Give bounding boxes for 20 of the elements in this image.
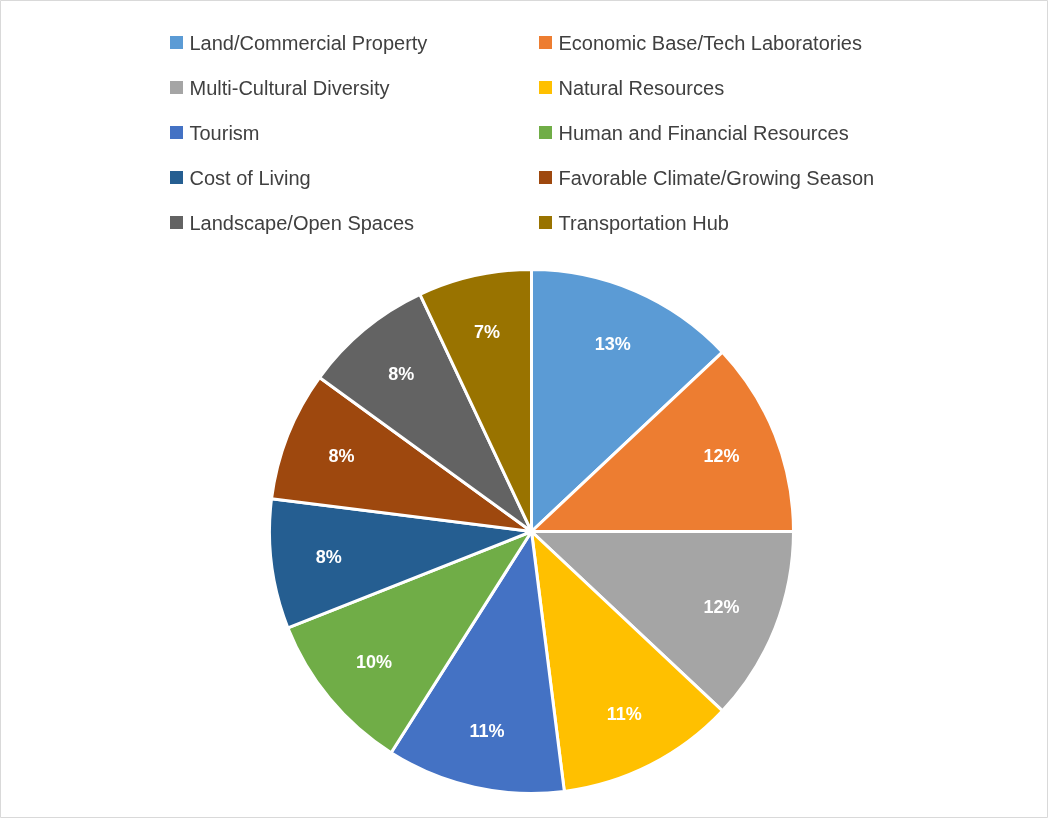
legend-label: Favorable Climate/Growing Season <box>558 166 875 189</box>
legend-label: Land/Commercial Property <box>189 31 428 54</box>
data-label: 11% <box>469 720 505 741</box>
data-label: 8% <box>315 547 342 568</box>
data-label: 8% <box>388 364 415 385</box>
data-label: 7% <box>473 322 500 343</box>
legend-label: Landscape/Open Spaces <box>189 211 415 234</box>
legend-label: Transportation Hub <box>558 211 729 234</box>
data-label: 8% <box>328 446 355 467</box>
legend-label: Cost of Living <box>189 166 311 189</box>
data-label: 12% <box>703 596 740 617</box>
legend-label: Human and Financial Resources <box>558 121 849 144</box>
data-label: 13% <box>594 333 631 354</box>
legend-label: Natural Resources <box>558 76 725 99</box>
data-label: 10% <box>356 651 393 672</box>
data-label: 12% <box>703 446 740 467</box>
legend-label: Tourism <box>189 121 260 144</box>
legend-label: Multi-Cultural Diversity <box>189 76 390 99</box>
data-label: 11% <box>606 703 642 724</box>
legend-label: Economic Base/Tech Laboratories <box>558 31 862 54</box>
